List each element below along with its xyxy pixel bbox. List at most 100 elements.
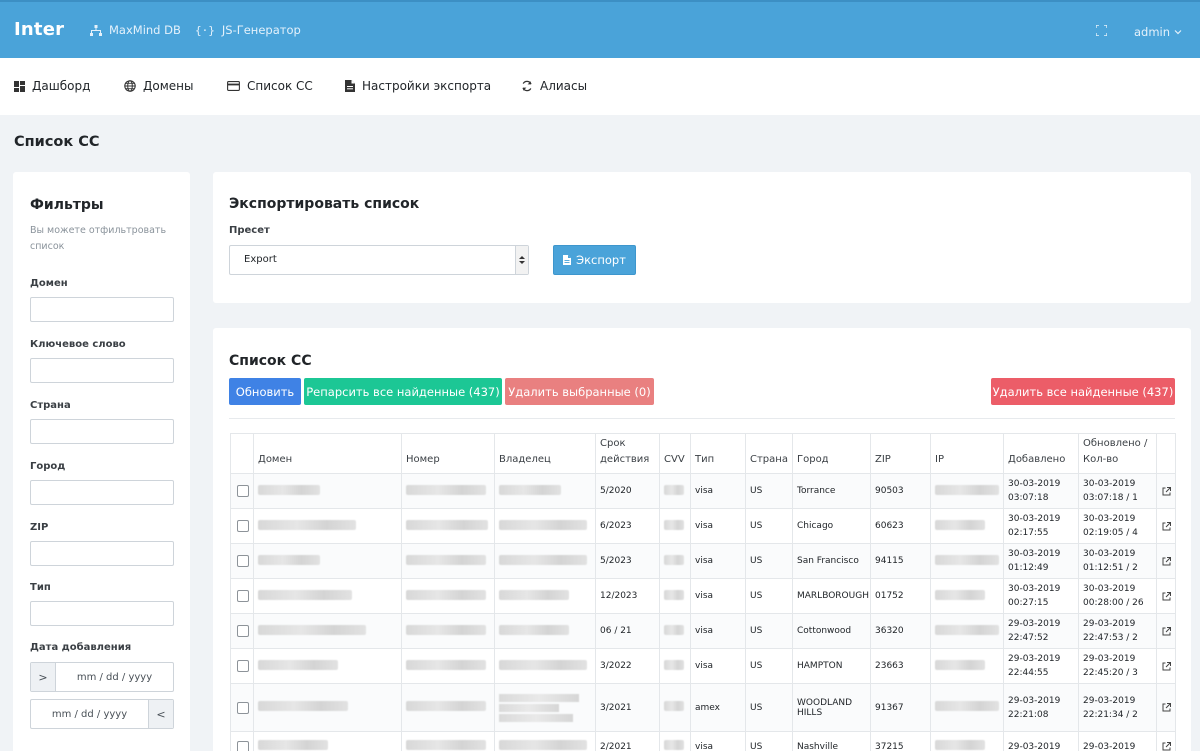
export-button[interactable]: Экспорт: [553, 245, 636, 275]
row-select-cell: [230, 648, 254, 684]
js-generator-link[interactable]: {·} JS-Генератор: [195, 23, 301, 37]
code-braces-icon: {·}: [195, 23, 215, 37]
header-updated[interactable]: Обновлено / Кол-во: [1078, 433, 1157, 474]
keyword-filter-input[interactable]: [30, 358, 174, 383]
country-filter-input[interactable]: [30, 419, 174, 444]
nav-dashboard[interactable]: Дашборд: [14, 79, 90, 93]
row-checkbox[interactable]: [237, 590, 249, 602]
header-expiry[interactable]: Срок действия: [595, 433, 660, 474]
table-row[interactable]: 3/2022 visa US HAMPTON 23663 29-03-2019 22:44:…: [230, 648, 1176, 684]
header-city[interactable]: Город: [792, 433, 871, 474]
redacted-cvv: [664, 701, 684, 711]
header-country[interactable]: Страна: [745, 433, 793, 474]
redacted-ip: [935, 740, 985, 750]
cell-cvv: [659, 543, 691, 579]
cell-type: visa: [690, 543, 746, 579]
js-generator-label: JS-Генератор: [221, 23, 301, 37]
cell-domain: [253, 613, 402, 649]
row-checkbox[interactable]: [237, 485, 249, 497]
nav-cc-list[interactable]: Список CC: [227, 79, 313, 93]
row-select-cell: [230, 613, 254, 649]
brand-logo[interactable]: Inter: [14, 19, 65, 40]
external-link-icon[interactable]: [1162, 591, 1171, 601]
row-checkbox[interactable]: [237, 520, 249, 532]
header-actions: [1156, 433, 1176, 474]
reparse-all-button[interactable]: Репарсить все найденные (437): [304, 378, 502, 405]
delete-selected-button[interactable]: Удалить выбранные (0): [505, 378, 654, 405]
external-link-icon[interactable]: [1162, 556, 1171, 566]
external-link-icon[interactable]: [1162, 521, 1171, 531]
cell-country: US: [745, 578, 793, 614]
redacted-ip: [935, 624, 999, 635]
added-date: 29-03-2019: [1008, 695, 1061, 706]
city-filter-input[interactable]: [30, 480, 174, 505]
date-to-input[interactable]: mm / dd / yyyy: [51, 708, 128, 720]
redacted-cvv: [664, 589, 684, 600]
table-row[interactable]: 12/2023 visa US MARLBOROUGH 01752 30-03-2019 0…: [230, 578, 1176, 614]
cc-list-title: Список CC: [229, 353, 312, 369]
table-row[interactable]: 6/2023 visa US Chicago 60623 30-03-2019 02:17:…: [230, 508, 1176, 544]
domain-filter-input[interactable]: [30, 297, 174, 322]
table-row[interactable]: 3/2021 amex US WOODLAND HILLS 91367 29-03-201…: [230, 683, 1176, 732]
cc-table: Домен Номер Владелец Срок действия CVV Т…: [230, 433, 1176, 751]
row-checkbox[interactable]: [237, 625, 249, 637]
updated-time-count: 22:45:20 / 3: [1083, 668, 1138, 678]
updated-date: 29-03-2019: [1083, 619, 1136, 629]
delete-all-button[interactable]: Удалить все найденные (437): [991, 378, 1175, 405]
header-ip[interactable]: IP: [930, 433, 1004, 474]
updated-time-count: 01:12:51 / 2: [1083, 563, 1138, 573]
nav-aliases-label: Алиасы: [540, 79, 588, 93]
cell-owner: [494, 648, 596, 684]
external-link-icon[interactable]: [1162, 661, 1171, 671]
header-type[interactable]: Тип: [690, 433, 746, 474]
globe-icon: [124, 80, 136, 92]
header-domain[interactable]: Домен: [253, 433, 402, 474]
cell-action: [1156, 731, 1176, 751]
row-select-cell: [230, 683, 254, 732]
table-row[interactable]: 2/2021 visa US Nashville 37215 29-03-2019 29-0…: [230, 731, 1176, 751]
cell-action: [1156, 473, 1176, 509]
file-icon: [563, 255, 572, 265]
type-filter-input[interactable]: [30, 601, 174, 626]
external-link-icon[interactable]: [1162, 703, 1171, 712]
cell-ip: [930, 543, 1004, 579]
cell-city: Torrance: [792, 473, 871, 509]
preset-select[interactable]: Export: [229, 245, 529, 275]
row-checkbox[interactable]: [237, 740, 249, 751]
cell-zip: 91367: [870, 683, 931, 732]
cell-cvv: [659, 683, 691, 732]
nav-export-settings[interactable]: Настройки экспорта: [345, 79, 491, 93]
table-row[interactable]: 5/2020 visa US Torrance 90503 30-03-2019 03:07…: [230, 473, 1176, 509]
cell-country: US: [745, 473, 793, 509]
redacted-ip: [935, 659, 985, 670]
table-row[interactable]: 5/2023 visa US San Francisco 94115 30-03-2019…: [230, 543, 1176, 579]
header-cvv[interactable]: CVV: [659, 433, 691, 474]
row-checkbox[interactable]: [237, 555, 249, 567]
redacted-cvv: [664, 484, 684, 495]
redacted-cvv: [664, 740, 684, 750]
external-link-icon[interactable]: [1162, 626, 1171, 636]
header-zip[interactable]: ZIP: [870, 433, 931, 474]
table-row[interactable]: 06 / 21 visa US Cottonwood 36320 29-03-2019 22…: [230, 613, 1176, 649]
zip-filter-input[interactable]: [30, 541, 174, 566]
row-checkbox[interactable]: [237, 701, 249, 714]
header-number[interactable]: Номер: [401, 433, 495, 474]
nav-domains[interactable]: Домены: [124, 79, 193, 93]
header-added[interactable]: Добавлено: [1003, 433, 1079, 474]
fullscreen-icon[interactable]: [1096, 25, 1107, 36]
external-link-icon[interactable]: [1162, 742, 1171, 751]
domain-filter-label: Домен: [30, 278, 68, 289]
date-from-input[interactable]: mm / dd / yyyy: [76, 671, 153, 683]
external-link-icon[interactable]: [1162, 486, 1171, 496]
refresh-button[interactable]: Обновить: [229, 378, 301, 405]
cell-type: visa: [690, 473, 746, 509]
cell-cvv: [659, 508, 691, 544]
row-checkbox[interactable]: [237, 660, 249, 672]
nav-aliases[interactable]: Алиасы: [521, 79, 587, 93]
user-menu[interactable]: admin: [1134, 25, 1182, 39]
cell-updated: 30-03-2019 00:28:00 / 26: [1078, 578, 1157, 614]
redacted-number: [406, 484, 486, 495]
header-owner[interactable]: Владелец: [494, 433, 596, 474]
maxmind-db-link[interactable]: MaxMind DB: [90, 23, 181, 37]
export-title: Экспортировать список: [229, 196, 420, 212]
